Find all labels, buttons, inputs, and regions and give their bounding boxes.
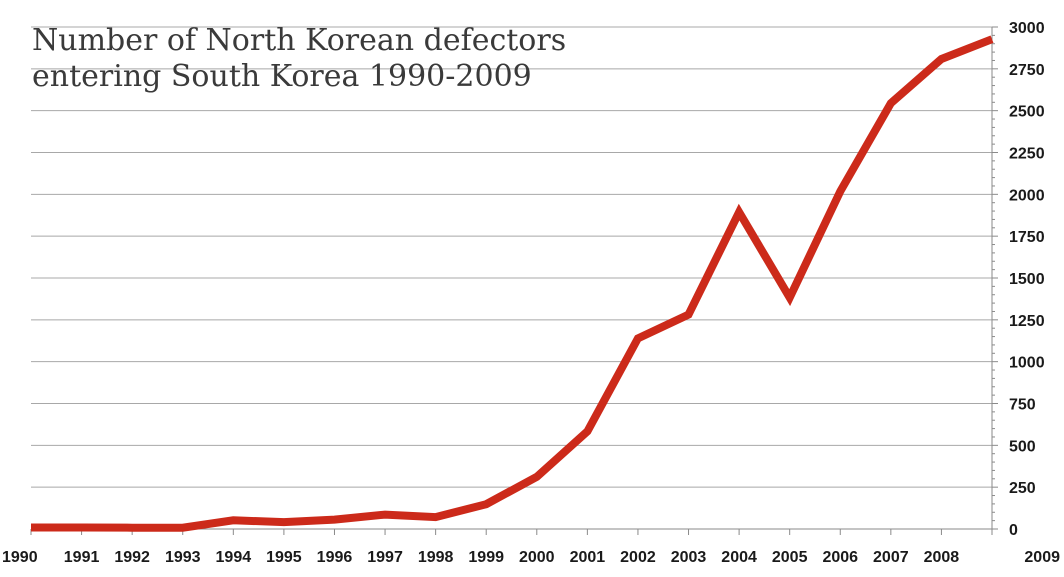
x-tick-label: 1997: [367, 549, 403, 566]
y-tick-label: 500: [1009, 438, 1036, 455]
x-tick-label: 2006: [822, 549, 858, 566]
x-tick-label: 1998: [418, 549, 454, 566]
x-tick-label: 2003: [671, 549, 707, 566]
y-tick-label: 1750: [1009, 229, 1045, 246]
x-tick-label: 1999: [468, 549, 504, 566]
x-tick-label: 1993: [165, 549, 201, 566]
series-line: [31, 35, 994, 532]
y-tick-label: 1000: [1009, 355, 1045, 372]
y-tick-label: 1250: [1009, 313, 1045, 330]
x-tick-label: 1996: [317, 549, 353, 566]
chart-title-line-2: entering South Korea 1990-2009: [32, 59, 532, 94]
y-tick-labels: 0 250 500 750 1000 1250 1500 1750 2000 2250 2500 27…: [1009, 20, 1045, 539]
y-tick-label: 2250: [1009, 146, 1045, 163]
x-tick-labels: 1990 1991 1992 1993 1994 1995 1996 1997 1998 1999…: [2, 549, 1060, 566]
y-tick-label: 1500: [1009, 271, 1045, 288]
y-tick-label: 0: [1009, 522, 1018, 539]
x-tick-label: 2002: [620, 549, 656, 566]
x-tick-label: 1990: [2, 549, 38, 566]
y-tick-label: 3000: [1009, 20, 1045, 37]
x-tick-label: 1991: [64, 549, 100, 566]
y-tick-label: 2000: [1009, 187, 1045, 204]
x-tick-label: 1994: [216, 549, 252, 566]
x-tick-label: 1992: [114, 549, 150, 566]
chart-title-line-1: Number of North Korean defectors: [32, 23, 566, 58]
x-tick-label: 1995: [266, 549, 302, 566]
y-tick-label: 2750: [1009, 62, 1045, 79]
x-tick-label: 2008: [924, 549, 960, 566]
series: [30, 35, 994, 532]
x-tick-label: 2007: [873, 549, 909, 566]
gridlines: [31, 26, 992, 488]
y-tick-label: 750: [1009, 397, 1036, 414]
x-tick-label: 2009: [1024, 549, 1060, 566]
x-tick-label: 2004: [721, 549, 757, 566]
y-tick-label: 250: [1009, 480, 1036, 497]
x-tick-label: 2005: [772, 549, 808, 566]
chart-title: Number of North Korean defectors enterin…: [32, 23, 566, 94]
x-tick-label: 2001: [570, 549, 606, 566]
axes: [30, 26, 998, 535]
x-tick-label: 2000: [519, 549, 555, 566]
y-tick-label: 2500: [1009, 104, 1045, 121]
